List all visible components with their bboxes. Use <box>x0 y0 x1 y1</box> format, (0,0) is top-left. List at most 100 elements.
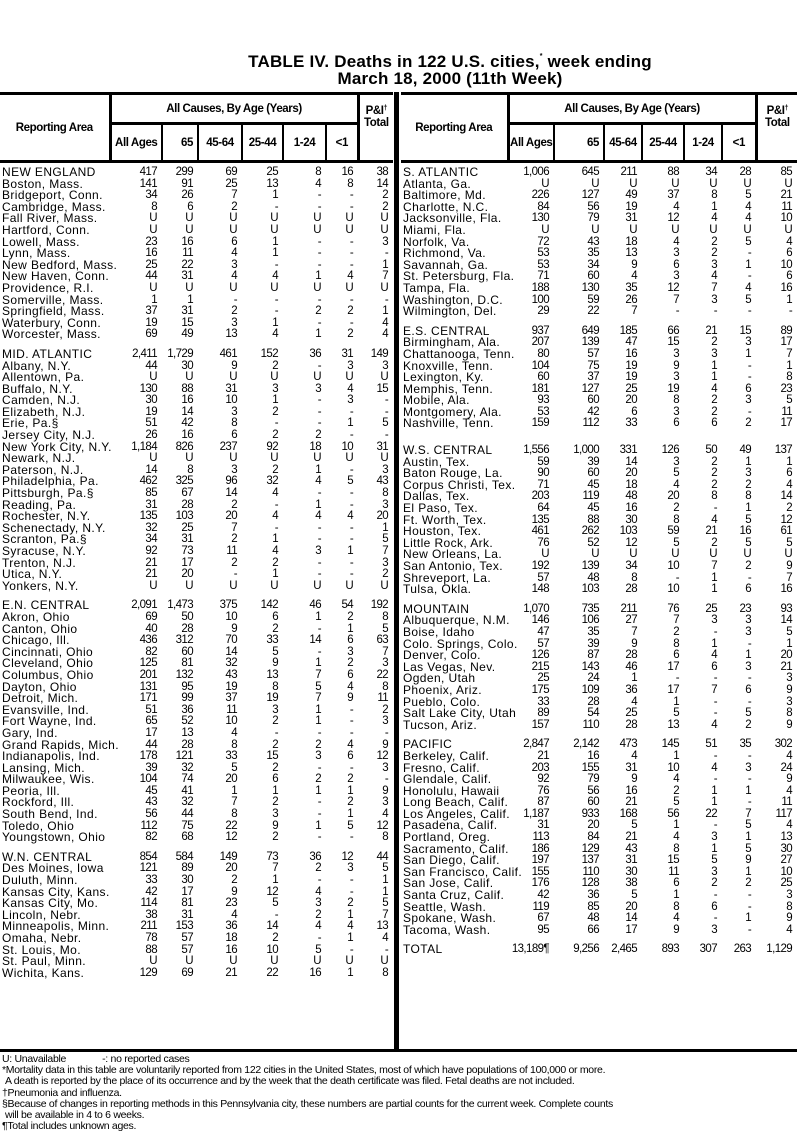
city-row: Spokane, Wash. 67 48 14 4 - 1 9 <box>401 912 797 925</box>
age-under-1-cell: 5 <box>745 189 752 202</box>
title-text: TABLE IV. Deaths in 122 U.S. cities, <box>248 52 540 71</box>
all-ages-cell: 78 <box>145 932 157 944</box>
area-name-cell: W.N. CENTRAL <box>2 849 93 864</box>
age-25-44-cell: 4 <box>272 328 278 341</box>
age-45-64-cell: 2 <box>231 556 237 569</box>
age-45-64-cell: 8 <box>231 738 237 751</box>
all-ages-cell: 192 <box>531 560 550 572</box>
table-header: Reporting Area All Causes, By Age (Years… <box>0 93 394 162</box>
all-ages-cell: 119 <box>532 900 549 913</box>
area-name-cell: Peoria, Ill. <box>2 783 61 798</box>
age-under-1-cell: 1 <box>347 808 354 821</box>
city-row: Peoria, Ill. 45 41 1 1 1 1 9 <box>0 783 393 798</box>
age-25-44-cell: 17 <box>667 660 679 673</box>
age-1-24-cell: 1 <box>711 784 717 797</box>
pi-total-cell: U <box>380 955 389 968</box>
age-25-44-cell: 2 <box>272 463 278 476</box>
age-25-44-cell: 4 <box>673 235 679 248</box>
area-name-cell: Kansas City, Mo. <box>2 896 99 911</box>
area-name-cell: Allentown, Pa. <box>2 370 85 385</box>
area-name-cell: Newark, N.J. <box>2 451 76 466</box>
age-under-1-cell: 4 <box>745 200 752 213</box>
pi-total-cell: 1,129 <box>766 943 793 956</box>
age-45-64-cell: 3 <box>231 258 237 271</box>
region-row: PACIFIC 2,847 2,142 473 145 51 35 302 <box>401 739 797 751</box>
age-1-24-cell: U <box>709 548 717 561</box>
all-ages-cell: U <box>541 223 549 236</box>
age-45-64-cell: 14 <box>625 912 637 925</box>
header-pi-total: P&I† Total <box>356 93 394 162</box>
age-25-44-cell: 2 <box>272 738 278 751</box>
age-65-cell: 9,256 <box>573 943 599 956</box>
age-under-1-cell: 35 <box>739 738 752 751</box>
area-name-cell: Buffalo, N.Y. <box>2 381 73 396</box>
age-under-1-cell: 8 <box>745 490 752 503</box>
all-ages-cell: 53 <box>537 247 549 260</box>
age-45-64-cell: 19 <box>625 200 637 213</box>
age-1-24-cell: 8 <box>711 189 717 202</box>
all-ages-cell: 71 <box>537 270 549 283</box>
age-65-cell: 39 <box>587 637 599 650</box>
age-45-64-cell: U <box>229 212 237 225</box>
pi-total-cell: 1 <box>786 359 793 372</box>
age-1-24-cell: - <box>713 502 718 515</box>
area-name-cell: S. ATLANTIC <box>403 165 479 179</box>
age-25-44-cell: 7 <box>673 293 679 306</box>
age-65-cell: 1,729 <box>167 347 193 360</box>
age-25-44-cell: 13 <box>266 177 278 190</box>
age-45-64-cell: 8 <box>231 417 237 430</box>
footnote-total: ¶Total includes unknown ages. <box>2 1120 137 1133</box>
age-under-1-cell: U <box>345 223 354 236</box>
age-under-1-cell: - <box>747 796 752 809</box>
header-65: 65 <box>161 123 198 162</box>
age-65-cell: 129 <box>581 842 600 855</box>
pi-total-cell: 4 <box>382 808 389 821</box>
city-row: Syracuse, N.Y. 92 73 11 4 3 1 7 <box>0 545 393 558</box>
pi-total-cell: 8 <box>382 831 389 844</box>
age-1-24-cell: 4 <box>711 718 717 731</box>
age-45-64-cell: 28 <box>625 718 637 731</box>
age-25-44-cell: 17 <box>667 683 679 696</box>
age-45-64-cell: 149 <box>219 850 238 863</box>
age-45-64-cell: 35 <box>625 281 637 294</box>
age-25-44-cell: 1 <box>272 189 278 202</box>
age-65-cell: 325 <box>175 475 194 488</box>
bottom-rule <box>0 1049 797 1052</box>
age-25-44-cell: 10 <box>266 943 278 956</box>
age-65-cell: 137 <box>581 854 600 867</box>
age-45-64-cell: 3 <box>231 316 237 329</box>
age-45-64-cell: 31 <box>625 761 637 774</box>
age-45-64-cell: 12 <box>225 831 237 844</box>
age-under-1-cell: - <box>747 571 752 584</box>
age-25-44-cell: 6 <box>673 877 679 890</box>
city-row: Cambridge, Mass. 8 6 2 - - - 2 <box>0 201 393 214</box>
all-ages-cell: 2,091 <box>131 599 157 612</box>
age-1-24-cell: 4 <box>315 885 321 898</box>
age-65-cell: 127 <box>581 189 600 202</box>
age-1-24-cell: - <box>713 672 718 685</box>
pi-total-cell: 1 <box>382 521 389 534</box>
age-25-44-cell: U <box>270 579 278 592</box>
age-25-44-cell: 2 <box>272 831 278 844</box>
age-45-64-cell: 37 <box>225 692 237 705</box>
age-65-cell: 584 <box>175 850 194 863</box>
age-1-24-cell: 50 <box>705 444 717 457</box>
pi-total-cell: 13 <box>376 920 389 933</box>
pi-total-cell: 89 <box>780 324 793 337</box>
city-row: Wichita, Kans. 129 69 21 22 16 1 8 <box>0 967 393 980</box>
age-under-1-cell: 10 <box>341 440 354 453</box>
age-1-24-cell: 3 <box>711 831 717 844</box>
city-row: Pueblo, Colo. 33 28 4 1 - - 3 <box>401 696 797 709</box>
city-row: San Diego, Calif. 197 137 31 15 5 9 27 <box>401 854 797 867</box>
age-65-cell: 31 <box>181 305 193 318</box>
age-25-44-cell: 59 <box>667 525 679 538</box>
age-1-24-cell: 1 <box>711 359 717 372</box>
age-45-64-cell: 9 <box>231 885 237 898</box>
city-row: Seattle, Wash. 119 85 20 8 6 - 8 <box>401 900 797 914</box>
age-25-44-cell: U <box>671 223 679 236</box>
city-row: Buffalo, N.Y. 130 88 31 3 3 4 15 <box>0 381 393 396</box>
city-row: Denver, Colo. 126 87 28 6 4 1 20 <box>401 649 797 662</box>
age-65-cell: 66 <box>587 923 599 936</box>
all-ages-cell: 76 <box>537 536 549 549</box>
age-under-1-cell: 6 <box>745 382 752 395</box>
